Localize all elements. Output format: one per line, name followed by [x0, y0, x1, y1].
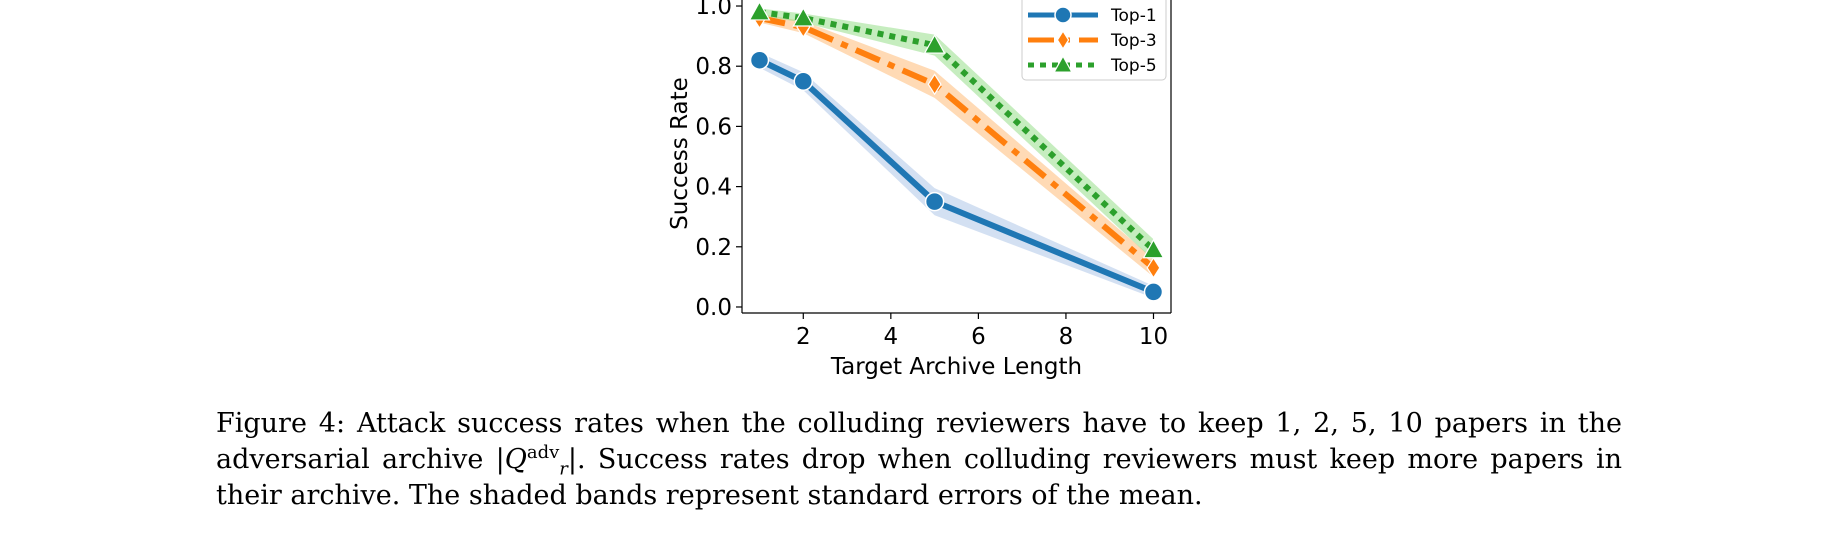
- y-tick-label-5: 1.0: [695, 0, 732, 20]
- y-tick-label-2: 0.4: [695, 175, 732, 201]
- point-top-5-1: [748, 0, 771, 21]
- x-tick-label-6: 6: [971, 324, 986, 350]
- caption-text-before: Attack success rates when the colluding …: [216, 408, 1622, 475]
- line-top-1: [758, 57, 1155, 295]
- caption-math-superscript: adv: [526, 442, 560, 463]
- line-top-5: [759, 9, 1156, 252]
- band-top-1: [759, 52, 1154, 298]
- x-tick-label-2: 2: [796, 324, 811, 350]
- legend-marker-top-3: [1056, 30, 1070, 50]
- y-tick-label-1: 0.2: [695, 235, 732, 261]
- y-tick-label-0: 0.0: [695, 295, 732, 321]
- point-top-1-1: [749, 50, 770, 70]
- x-tick-label-8: 8: [1059, 324, 1074, 350]
- line-top-3: [758, 15, 1156, 271]
- legend: Top-1 Top-3 Top-5: [1021, 0, 1167, 81]
- point-top-3-10: [1146, 256, 1161, 279]
- caption-text-after: . Success rates drop when colluding revi…: [216, 444, 1622, 511]
- point-top-3-5: [927, 73, 942, 96]
- axes: 2 4 6 8 10 0.0 0.2 0.4 0.6 0.8 1.0 Target Archive L…: [667, 0, 1172, 380]
- y-axis-title: Success Rate: [667, 77, 693, 230]
- y-tick-label-4: 0.8: [695, 54, 732, 80]
- legend-marker-top-5: [1053, 54, 1073, 73]
- legend-marker-top-1: [1054, 6, 1072, 24]
- x-tick-label-4: 4: [884, 324, 899, 350]
- success-rate-chart: 2 4 6 8 10 0.0 0.2 0.4 0.6 0.8 1.0 Target Archive L…: [667, 0, 1172, 380]
- x-axis-title: Target Archive Length: [830, 354, 1082, 380]
- caption-math-symbol: Q: [504, 444, 527, 475]
- x-tick-label-10: 10: [1139, 324, 1168, 350]
- series-markers: [748, 0, 1165, 302]
- legend-label-top-1: Top-1: [1110, 6, 1157, 26]
- caption-label: Figure 4:: [216, 408, 346, 439]
- point-top-5-5: [923, 34, 946, 54]
- figure-caption: Figure 4: Attack success rates when the …: [216, 408, 1622, 511]
- y-tick-label-3: 0.6: [695, 114, 732, 140]
- caption-math-subscript: r: [559, 458, 568, 480]
- legend-label-top-3: Top-3: [1110, 31, 1157, 51]
- point-top-5-10: [1142, 238, 1165, 259]
- legend-label-top-5: Top-5: [1110, 56, 1157, 76]
- point-top-1-10: [1143, 282, 1164, 302]
- point-top-5-2: [792, 6, 815, 27]
- point-top-1-5: [924, 191, 945, 212]
- point-top-1-2: [793, 71, 814, 92]
- band-top-5: [759, 8, 1154, 261]
- series-lines: [758, 9, 1156, 295]
